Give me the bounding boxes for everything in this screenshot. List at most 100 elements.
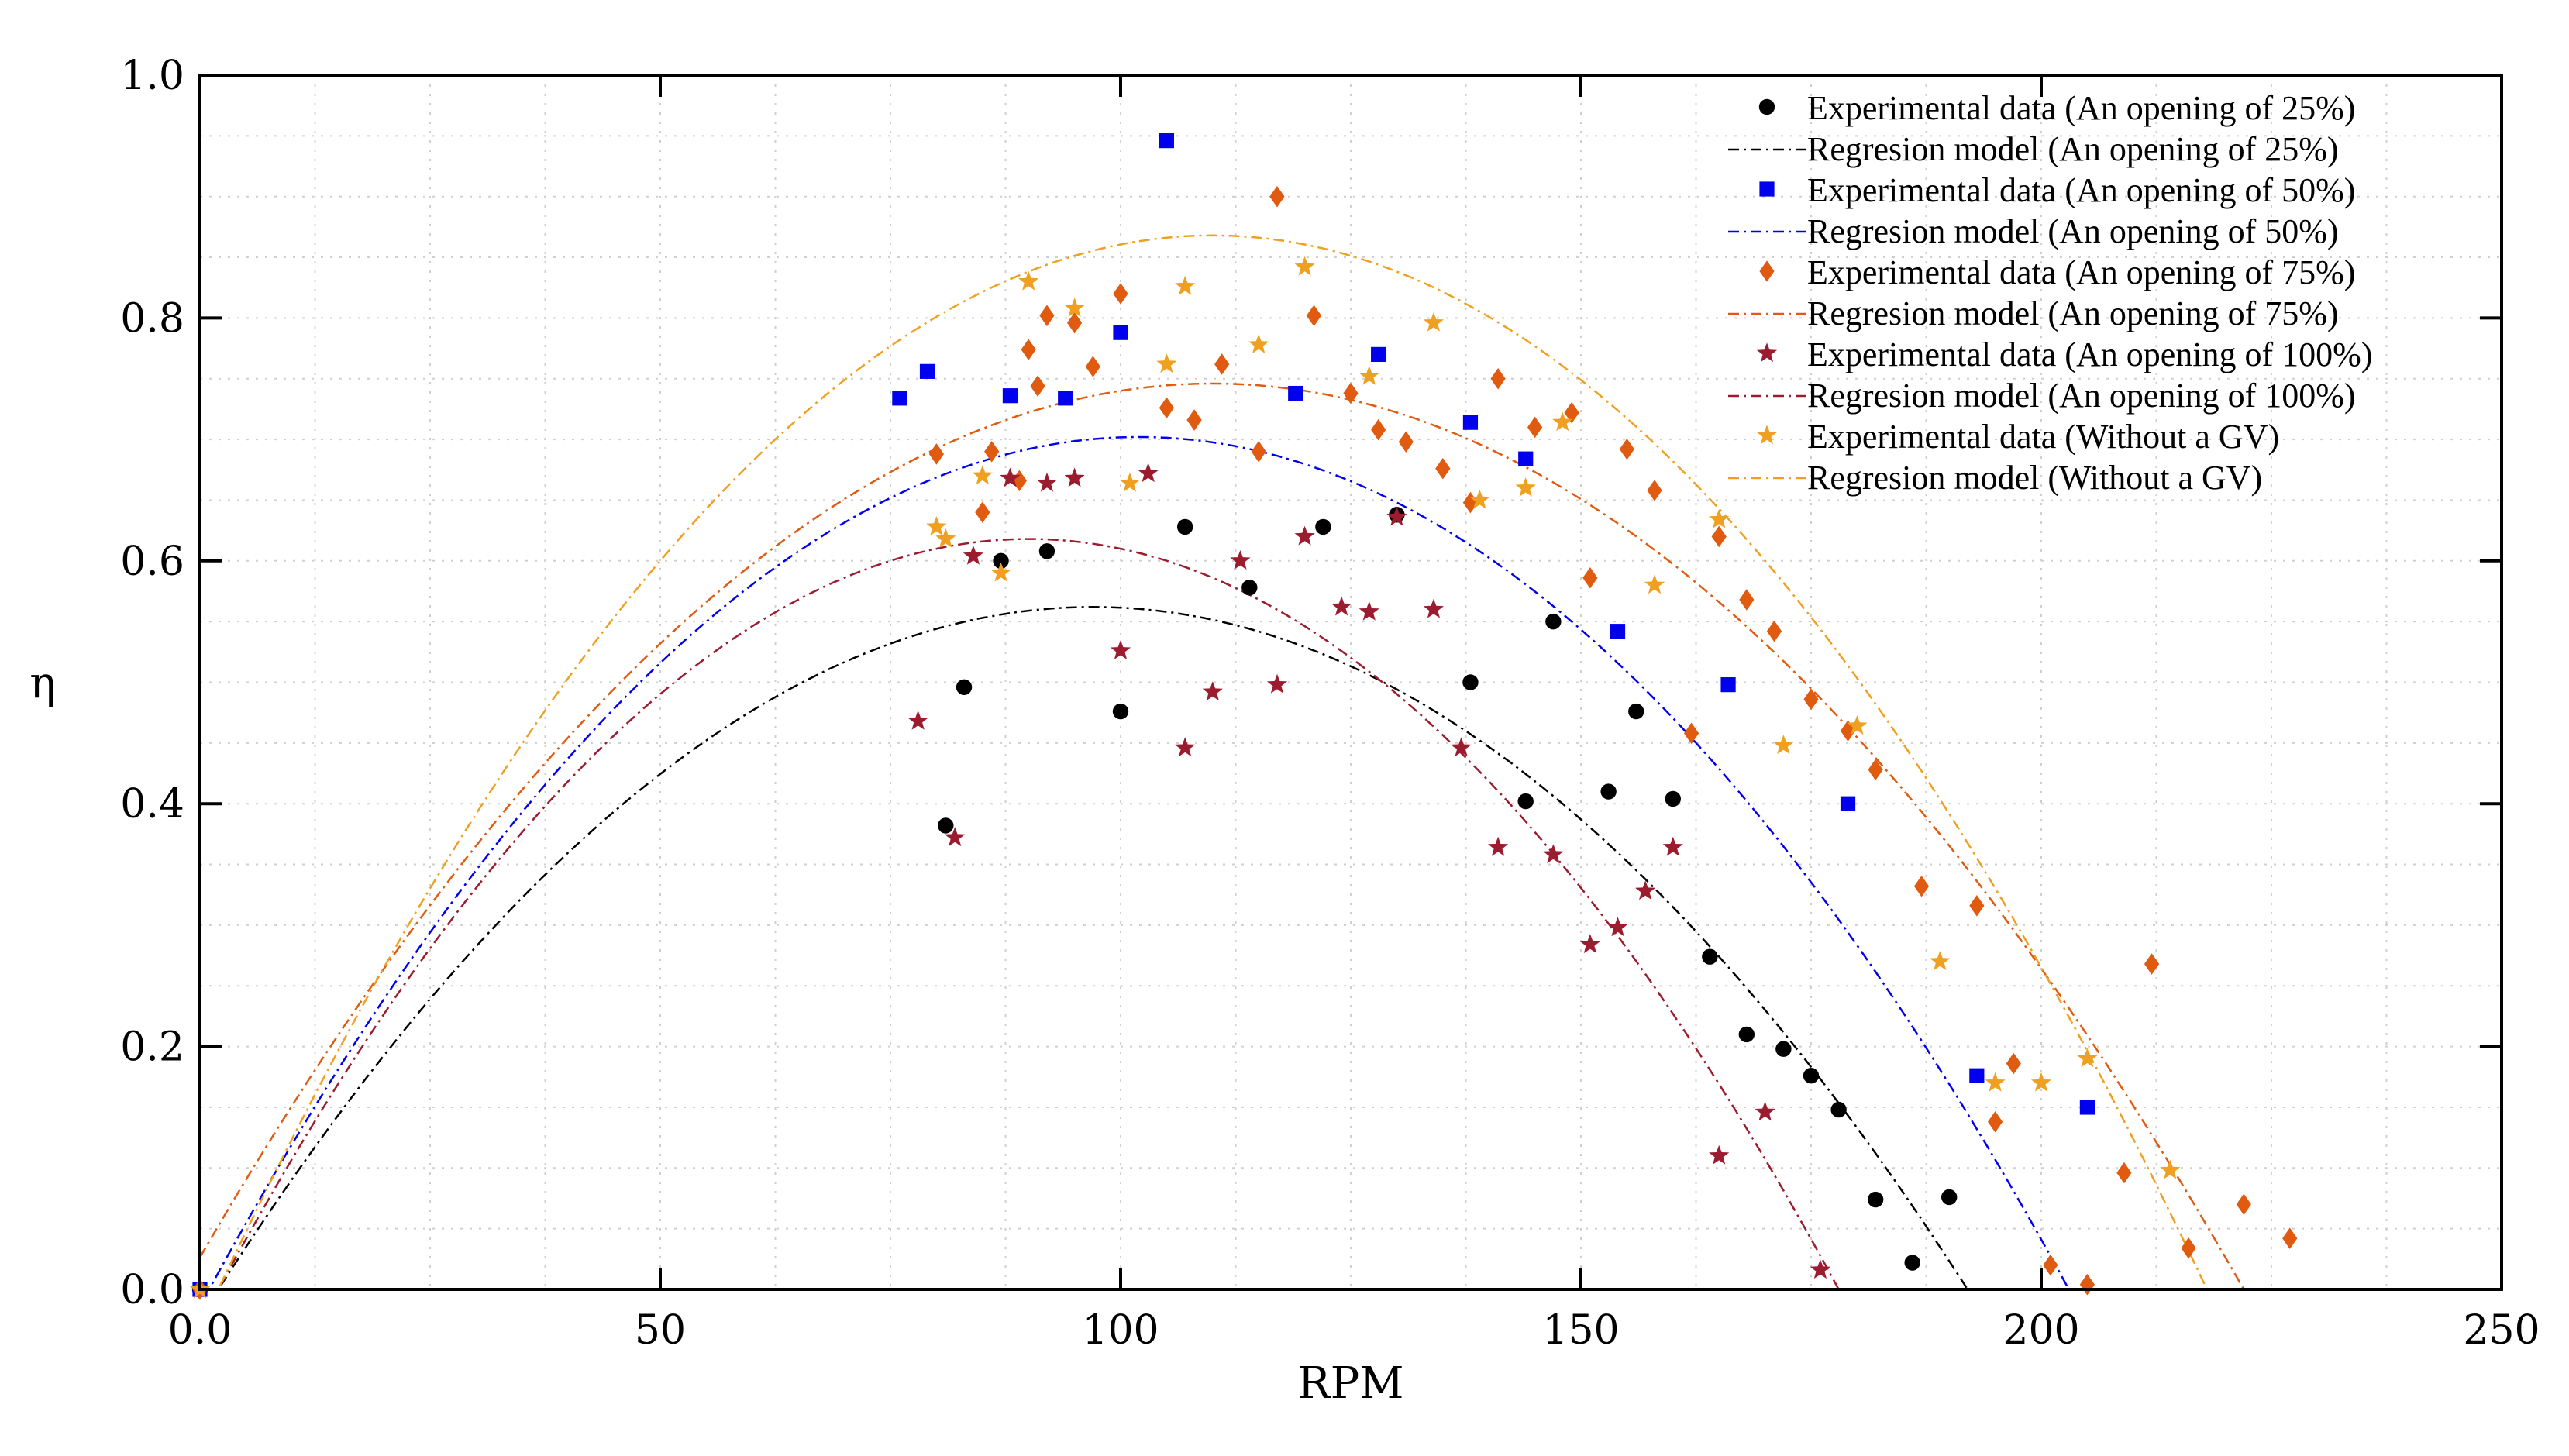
data-point <box>1064 298 1085 317</box>
data-point <box>1064 467 1085 487</box>
data-point <box>1058 391 1073 406</box>
data-point <box>1913 875 1930 897</box>
data-point <box>1269 185 1285 208</box>
data-point <box>1662 836 1683 856</box>
data-point <box>1371 418 1386 441</box>
data-point <box>938 817 954 834</box>
data-point <box>1214 353 1230 375</box>
data-point <box>892 391 907 406</box>
data-point <box>1110 640 1131 659</box>
data-point <box>1085 356 1100 377</box>
data-point <box>1266 673 1288 694</box>
y-tick-label: 0.4 <box>120 781 184 828</box>
data-point <box>1766 620 1782 642</box>
data-point <box>1030 375 1045 397</box>
data-point <box>1423 598 1444 618</box>
data-point <box>1112 703 1129 720</box>
data-point <box>1665 790 1681 807</box>
data-point <box>1038 543 1055 559</box>
x-tick-label: 50 <box>635 1307 686 1354</box>
data-point <box>1545 613 1562 630</box>
data-point <box>972 465 993 485</box>
data-point <box>1709 1144 1730 1165</box>
legend: Experimental data (An opening of 25%)Reg… <box>1728 89 2372 497</box>
y-tick-label: 0.8 <box>120 295 184 342</box>
data-point <box>1113 283 1128 305</box>
data-point <box>1930 951 1951 971</box>
point-series-8 <box>189 256 2181 1299</box>
data-point <box>1002 388 1018 404</box>
data-point <box>990 562 1011 582</box>
data-point <box>2282 1227 2298 1249</box>
data-point <box>1739 589 1755 611</box>
data-point <box>1175 275 1196 295</box>
legend-marker-symbol <box>1759 181 1775 197</box>
data-point <box>1517 793 1534 810</box>
data-point <box>1711 525 1727 548</box>
data-point <box>1451 737 1472 757</box>
data-point <box>1755 1101 1775 1121</box>
data-point <box>1343 382 1359 404</box>
data-point <box>1840 796 1856 811</box>
data-points <box>189 133 2298 1300</box>
data-point <box>1847 715 1868 735</box>
legend-marker-symbol <box>1759 260 1775 282</box>
legend-entry-label: Experimental data (Without a GV) <box>1807 418 2279 456</box>
legend-entry-label: Experimental data (An opening of 50%) <box>1807 171 2355 209</box>
data-point <box>1018 270 1039 291</box>
data-point <box>1469 489 1490 509</box>
data-point <box>1490 367 1506 390</box>
data-point <box>1709 508 1730 528</box>
data-point <box>1579 934 1600 954</box>
data-point <box>1159 133 1174 149</box>
data-point <box>1628 703 1644 720</box>
legend-marker-symbol <box>1756 342 1778 363</box>
data-point <box>1186 409 1202 431</box>
data-point <box>1988 1110 2003 1133</box>
data-point <box>1202 681 1223 701</box>
data-point <box>1371 346 1386 363</box>
data-point <box>1156 353 1177 373</box>
data-point <box>2030 1072 2052 1092</box>
data-point <box>1251 440 1266 463</box>
data-point <box>1607 917 1628 937</box>
x-tick-label: 250 <box>2463 1307 2540 1354</box>
plot-frame <box>198 74 2503 1291</box>
x-tick-label: 200 <box>2003 1307 2079 1354</box>
data-point <box>1000 467 1021 487</box>
data-point <box>1635 880 1656 900</box>
data-point <box>2006 1052 2021 1075</box>
legend-entry-label: Regresion model (An opening of 100%) <box>1807 377 2356 415</box>
axis-ticks <box>198 74 2503 1291</box>
data-point <box>1868 759 1883 781</box>
data-point <box>1738 1026 1755 1043</box>
data-point <box>1515 477 1536 497</box>
data-point <box>1518 451 1534 466</box>
legend-marker-symbol <box>1756 425 1778 445</box>
data-point <box>1331 596 1352 616</box>
data-point <box>1810 1259 1830 1279</box>
axis-tick-labels: 0.0 50 100 150 200 250 0.0 0.2 0.4 0.6 0.8 1.0 <box>120 53 2540 1354</box>
data-point <box>2144 953 2160 975</box>
regression-curve-3 <box>200 435 2070 1291</box>
data-point <box>907 710 928 730</box>
data-point <box>1359 365 1379 385</box>
data-point <box>1294 256 1315 276</box>
data-point <box>1462 674 1479 690</box>
grid-lines <box>200 75 2502 1289</box>
legend-entry-label: Regresion model (An opening of 50%) <box>1807 212 2339 250</box>
data-point <box>1306 305 1322 327</box>
data-point <box>2079 1100 2095 1115</box>
legend-entry-label: Experimental data (An opening of 75%) <box>1807 253 2355 291</box>
legend-entry-label: Regresion model (Without a GV) <box>1807 459 2262 497</box>
x-tick-label: 100 <box>1082 1307 1159 1354</box>
data-point <box>1647 480 1662 501</box>
data-point <box>963 545 983 565</box>
data-point <box>1039 305 1055 327</box>
data-point <box>1527 416 1543 439</box>
legend-marker-symbol <box>1758 98 1775 115</box>
data-point <box>1600 783 1617 800</box>
data-point <box>1119 472 1140 492</box>
data-point <box>993 552 1009 569</box>
